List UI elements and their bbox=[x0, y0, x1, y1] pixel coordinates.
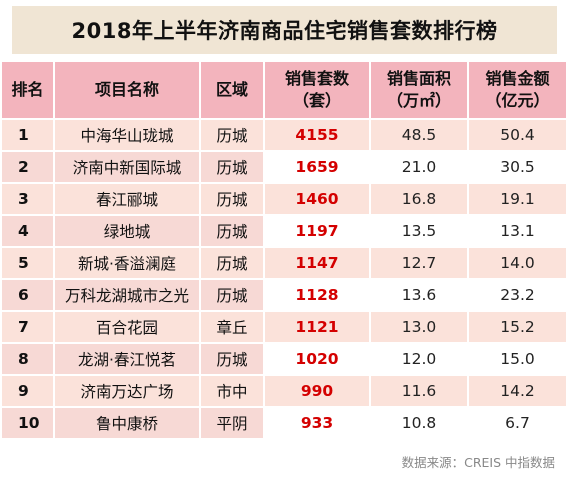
data-source-note: 数据来源：CREIS 中指数据 bbox=[401, 455, 555, 470]
cell-rank: 7 bbox=[2, 311, 55, 344]
cell-amount: 6.7 bbox=[468, 407, 568, 440]
cell-district: 市中 bbox=[200, 375, 265, 408]
cell-district: 历城 bbox=[200, 183, 265, 216]
cell-district: 历城 bbox=[200, 247, 265, 280]
cell-name: 绿地城 bbox=[54, 215, 201, 248]
cell-amount: 50.4 bbox=[468, 119, 568, 152]
table-row: 3 春江郦城 历城 1460 16.8 19.1 bbox=[2, 183, 568, 216]
cell-rank: 2 bbox=[2, 151, 55, 184]
header-amount: 销售金额 （亿元） bbox=[468, 62, 568, 120]
header-area-line2: （万㎡） bbox=[386, 91, 451, 110]
table-row: 2 济南中新国际城 历城 1659 21.0 30.5 bbox=[2, 151, 568, 184]
cell-amount: 23.2 bbox=[468, 279, 568, 312]
table-row: 5 新城·香溢澜庭 历城 1147 12.7 14.0 bbox=[2, 247, 568, 280]
cell-district: 历城 bbox=[200, 279, 265, 312]
cell-amount: 30.5 bbox=[468, 151, 568, 184]
header-units-line1: 销售套数 bbox=[284, 69, 349, 88]
cell-rank: 4 bbox=[2, 215, 55, 248]
cell-name: 万科龙湖城市之光 bbox=[54, 279, 201, 312]
header-area: 销售面积 （万㎡） bbox=[370, 62, 469, 120]
cell-units: 4155 bbox=[264, 119, 371, 152]
cell-amount: 13.1 bbox=[468, 215, 568, 248]
header-amount-line2: （亿元） bbox=[485, 91, 550, 110]
cell-units: 1659 bbox=[264, 151, 371, 184]
table-row: 8 龙湖·春江悦茗 历城 1020 12.0 15.0 bbox=[2, 343, 568, 376]
header-amount-line1: 销售金额 bbox=[485, 69, 550, 88]
cell-district: 历城 bbox=[200, 343, 265, 376]
cell-units: 933 bbox=[264, 407, 371, 440]
cell-district: 历城 bbox=[200, 119, 265, 152]
table-body: 1 中海华山珑城 历城 4155 48.5 50.4 2 济南中新国际城 历城 1659 21.0 3… bbox=[2, 119, 568, 440]
cell-rank: 10 bbox=[2, 407, 55, 440]
table-row: 10 鲁中康桥 平阴 933 10.8 6.7 bbox=[2, 407, 568, 440]
cell-area: 13.0 bbox=[370, 311, 469, 344]
cell-units: 1460 bbox=[264, 183, 371, 216]
cell-rank: 1 bbox=[2, 119, 55, 152]
cell-units: 990 bbox=[264, 375, 371, 408]
cell-area: 21.0 bbox=[370, 151, 469, 184]
cell-name: 中海华山珑城 bbox=[54, 119, 201, 152]
table-row: 6 万科龙湖城市之光 历城 1128 13.6 23.2 bbox=[2, 279, 568, 312]
cell-name: 济南万达广场 bbox=[54, 375, 201, 408]
header-rank: 排名 bbox=[2, 62, 55, 120]
cell-area: 13.6 bbox=[370, 279, 469, 312]
cell-units: 1020 bbox=[264, 343, 371, 376]
header-name: 项目名称 bbox=[54, 62, 201, 120]
cell-district: 历城 bbox=[200, 215, 265, 248]
table-row: 4 绿地城 历城 1197 13.5 13.1 bbox=[2, 215, 568, 248]
cell-area: 12.0 bbox=[370, 343, 469, 376]
header-district: 区域 bbox=[200, 62, 265, 120]
cell-district: 历城 bbox=[200, 151, 265, 184]
cell-name: 龙湖·春江悦茗 bbox=[54, 343, 201, 376]
cell-amount: 15.2 bbox=[468, 311, 568, 344]
cell-units: 1121 bbox=[264, 311, 371, 344]
cell-rank: 8 bbox=[2, 343, 55, 376]
cell-units: 1128 bbox=[264, 279, 371, 312]
cell-area: 12.7 bbox=[370, 247, 469, 280]
cell-amount: 14.0 bbox=[468, 247, 568, 280]
table-row: 1 中海华山珑城 历城 4155 48.5 50.4 bbox=[2, 119, 568, 152]
cell-area: 13.5 bbox=[370, 215, 469, 248]
cell-area: 16.8 bbox=[370, 183, 469, 216]
header-units-line2: （套） bbox=[292, 91, 341, 110]
header-units: 销售套数 （套） bbox=[264, 62, 371, 120]
table-header-row: 排名 项目名称 区域 销售套数 （套） 销售面积 （万㎡） 销售金额 （亿元） bbox=[2, 62, 568, 120]
cell-rank: 3 bbox=[2, 183, 55, 216]
cell-rank: 5 bbox=[2, 247, 55, 280]
header-area-line1: 销售面积 bbox=[386, 69, 451, 88]
cell-name: 济南中新国际城 bbox=[54, 151, 201, 184]
cell-name: 新城·香溢澜庭 bbox=[54, 247, 201, 280]
cell-name: 鲁中康桥 bbox=[54, 407, 201, 440]
cell-units: 1197 bbox=[264, 215, 371, 248]
cell-units: 1147 bbox=[264, 247, 371, 280]
cell-name: 春江郦城 bbox=[54, 183, 201, 216]
cell-rank: 9 bbox=[2, 375, 55, 408]
cell-rank: 6 bbox=[2, 279, 55, 312]
table-row: 7 百合花园 章丘 1121 13.0 15.2 bbox=[2, 311, 568, 344]
cell-district: 章丘 bbox=[200, 311, 265, 344]
page-title: 2018年上半年济南商品住宅销售套数排行榜 bbox=[12, 6, 557, 54]
cell-district: 平阴 bbox=[200, 407, 265, 440]
cell-amount: 15.0 bbox=[468, 343, 568, 376]
cell-amount: 19.1 bbox=[468, 183, 568, 216]
cell-area: 10.8 bbox=[370, 407, 469, 440]
cell-name: 百合花园 bbox=[54, 311, 201, 344]
ranking-table: 排名 项目名称 区域 销售套数 （套） 销售面积 （万㎡） 销售金额 （亿元） … bbox=[2, 62, 568, 440]
cell-area: 48.5 bbox=[370, 119, 469, 152]
cell-area: 11.6 bbox=[370, 375, 469, 408]
table-row: 9 济南万达广场 市中 990 11.6 14.2 bbox=[2, 375, 568, 408]
cell-amount: 14.2 bbox=[468, 375, 568, 408]
